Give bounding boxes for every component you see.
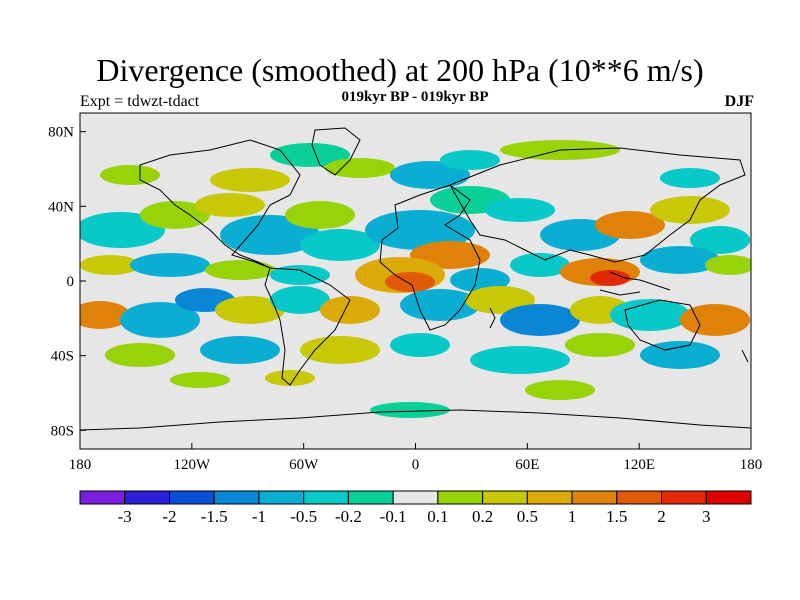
lon-tick-label: 120E [623, 457, 655, 473]
colorbar-swatch [213, 490, 260, 505]
season-label: DJF [724, 93, 754, 110]
lon-tick-label: 120W [173, 457, 211, 473]
colorbar-swatch [347, 490, 394, 505]
latitude-axis: 80N 40N 0 40S 80S [48, 125, 86, 439]
longitude-axis: 180 120W 60W 0 60E 120E 180 [69, 443, 763, 473]
colorbar-swatch [303, 490, 349, 505]
colorbar-label: 3 [702, 507, 711, 526]
lat-tick-label: 80N [48, 125, 74, 141]
colorbar-swatch [661, 490, 707, 505]
colorbar-label: -1.5 [201, 507, 228, 526]
colorbar-swatch [79, 490, 126, 505]
colorbar-label: 0.5 [517, 507, 538, 526]
lon-tick-label: 0 [412, 457, 420, 473]
colorbar-label: 0.1 [427, 507, 448, 526]
colorbar-swatch [571, 490, 618, 505]
colorbar-label: -2 [162, 507, 176, 526]
colorbar-label: 0.2 [472, 507, 493, 526]
period-label: 019kyr BP - 019kyr BP [341, 89, 489, 105]
lon-tick-label: 180 [740, 457, 763, 473]
colorbar-swatch [616, 490, 663, 505]
colorbar-swatch [258, 490, 305, 505]
colorbar-label: -0.2 [335, 507, 362, 526]
colorbar-label: -0.5 [290, 507, 317, 526]
experiment-label: Expt = tdwzt-tdact [80, 93, 200, 110]
lon-tick-label: 60W [289, 457, 319, 473]
colorbar-label: 2 [657, 507, 666, 526]
lon-tick-label: 60E [515, 457, 539, 473]
lat-tick-label: 40S [51, 349, 74, 365]
colorbar-label: -1 [252, 507, 266, 526]
map-title: Divergence (smoothed) at 200 hPa (10**6 … [96, 52, 704, 88]
colorbar-swatch [437, 490, 484, 505]
lon-tick-label: 180 [69, 457, 92, 473]
colorbar-swatch [168, 490, 215, 505]
colorbar-swatch [482, 490, 528, 505]
colorbar: -3 -2 -1.5 -1 -0.5 -0.2 -0.1 0.1 0.2 0.5 1 1.5 2 3 [79, 490, 752, 526]
colorbar-swatch [392, 490, 439, 505]
lat-tick-label: 0 [67, 274, 75, 290]
colorbar-label: -3 [118, 507, 132, 526]
colorbar-label: -0.1 [380, 507, 407, 526]
lat-tick-label: 40N [48, 199, 74, 215]
colorbar-label: 1 [568, 507, 577, 526]
colorbar-label: 1.5 [606, 507, 627, 526]
colorbar-swatch [526, 490, 573, 505]
colorbar-swatch [705, 490, 752, 505]
lat-tick-label: 80S [51, 423, 74, 439]
coastlines [80, 127, 751, 431]
colorbar-swatch [124, 490, 170, 505]
